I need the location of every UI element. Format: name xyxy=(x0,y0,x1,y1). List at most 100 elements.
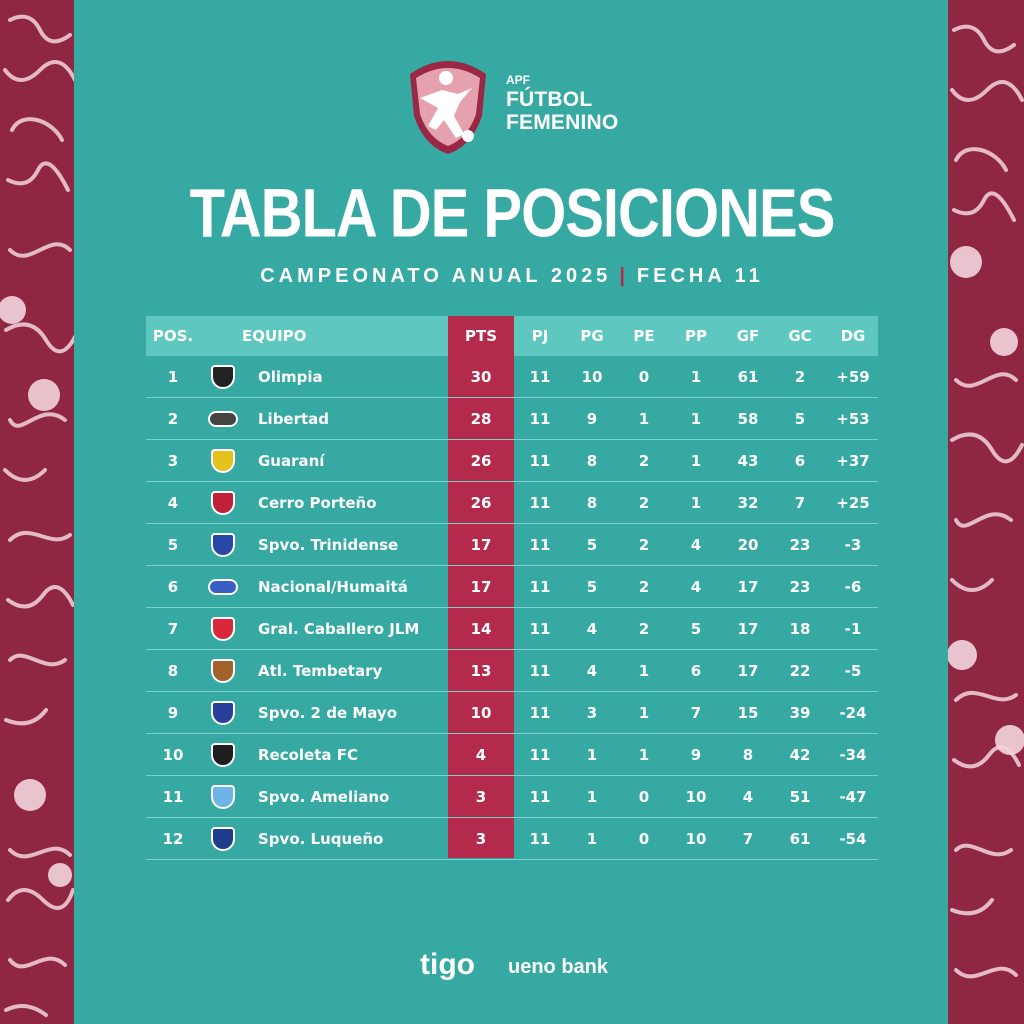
logo-futbol-text: FÚTBOL xyxy=(506,88,593,111)
team-name: Libertad xyxy=(258,409,330,428)
team-crest-cell xyxy=(208,650,238,691)
stat-gf: 43 xyxy=(737,451,759,470)
stat-pj: 11 xyxy=(529,829,551,848)
stat-gc: 61 xyxy=(789,829,811,848)
stat-pts: 28 xyxy=(470,409,492,428)
stat-pe: 1 xyxy=(638,661,650,680)
stat-gf: 8 xyxy=(742,745,754,764)
header-gf: GF xyxy=(736,327,760,345)
stat-pg: 4 xyxy=(586,661,598,680)
table-row: 11 Spvo. Ameliano 3 11 1 0 10 4 51 -47 xyxy=(146,776,878,818)
stat-gc: 51 xyxy=(789,787,811,806)
stat-pe: 2 xyxy=(638,493,650,512)
stat-pp: 9 xyxy=(690,745,702,764)
stat-dg: -54 xyxy=(839,829,867,848)
stat-pg: 3 xyxy=(586,703,598,722)
stat-pe: 1 xyxy=(638,745,650,764)
team-crest-cell xyxy=(208,692,238,733)
stat-pp: 5 xyxy=(690,619,702,638)
team-name: Spvo. Luqueño xyxy=(258,829,384,848)
header-dg: DG xyxy=(840,327,866,345)
stat-pj: 11 xyxy=(529,661,551,680)
team-name: Atl. Tembetary xyxy=(258,661,383,680)
stat-pe: 0 xyxy=(638,367,650,386)
stat-pj: 11 xyxy=(529,493,551,512)
row-position: 11 xyxy=(162,787,184,806)
subtitle-round: FECHA 11 xyxy=(636,265,764,287)
standings-table: POS. EQUIPO PTS PJ PG PE PP GF GC DG 1 Ol… xyxy=(146,316,878,860)
stat-dg: +37 xyxy=(836,451,870,470)
stat-pg: 10 xyxy=(581,367,603,386)
stat-pe: 2 xyxy=(638,619,650,638)
trinidense-crest-icon xyxy=(211,532,235,557)
header-pj: PJ xyxy=(531,327,549,345)
row-position: 5 xyxy=(167,535,179,554)
table-row: 10 Recoleta FC 4 11 1 1 9 8 42 -34 xyxy=(146,734,878,776)
stat-dg: +53 xyxy=(836,409,870,428)
subtitle-separator: | xyxy=(619,265,629,287)
stat-gc: 7 xyxy=(794,493,806,512)
stat-pts: 30 xyxy=(470,367,492,386)
header-pe: PE xyxy=(633,327,655,345)
row-position: 6 xyxy=(167,577,179,596)
row-position: 7 xyxy=(167,619,179,638)
stat-gc: 23 xyxy=(789,535,811,554)
row-position: 2 xyxy=(167,409,179,428)
subtitle-championship: CAMPEONATO ANUAL 2025 xyxy=(260,265,612,287)
ameliano-crest-icon xyxy=(211,784,235,809)
stat-gc: 42 xyxy=(789,745,811,764)
table-row: 5 Spvo. Trinidense 17 11 5 2 4 20 23 -3 xyxy=(146,524,878,566)
cerro-porteno-crest-icon xyxy=(211,490,235,515)
stat-pj: 11 xyxy=(529,451,551,470)
stat-gf: 17 xyxy=(737,577,759,596)
stat-gf: 61 xyxy=(737,367,759,386)
stat-gf: 20 xyxy=(737,535,759,554)
stat-dg: +59 xyxy=(836,367,870,386)
stat-pg: 9 xyxy=(586,409,598,428)
stat-pg: 1 xyxy=(586,745,598,764)
stat-pg: 5 xyxy=(586,535,598,554)
stat-gf: 17 xyxy=(737,661,759,680)
header-gc: GC xyxy=(788,327,812,345)
stat-pe: 0 xyxy=(638,829,650,848)
stat-dg: -24 xyxy=(839,703,867,722)
stat-gf: 17 xyxy=(737,619,759,638)
team-name: Spvo. Ameliano xyxy=(258,787,390,806)
stat-pj: 11 xyxy=(529,367,551,386)
logo-shield-icon xyxy=(410,61,486,154)
table-header: POS. EQUIPO PTS PJ PG PE PP GF GC DG xyxy=(146,316,878,356)
stat-gc: 2 xyxy=(794,367,806,386)
stat-pp: 10 xyxy=(685,829,707,848)
stat-gf: 15 xyxy=(737,703,759,722)
right-pattern-decoration xyxy=(948,0,1024,1024)
header-pg: PG xyxy=(580,327,604,345)
table-row: 4 Cerro Porteño 26 11 8 2 1 32 7 +25 xyxy=(146,482,878,524)
stat-dg: -1 xyxy=(844,619,862,638)
caballero-crest-icon xyxy=(211,616,235,641)
stat-pts: 4 xyxy=(475,745,487,764)
nacional-humaita-crest-icon xyxy=(208,578,238,595)
table-row: 9 Spvo. 2 de Mayo 10 11 3 1 7 15 39 -24 xyxy=(146,692,878,734)
stat-pts: 26 xyxy=(470,493,492,512)
stat-pg: 1 xyxy=(586,787,598,806)
header-team: EQUIPO xyxy=(242,327,307,345)
stat-pts: 3 xyxy=(475,829,487,848)
logo-apf-text: APF xyxy=(506,73,530,87)
row-position: 8 xyxy=(167,661,179,680)
stat-gc: 23 xyxy=(789,577,811,596)
table-row: 12 Spvo. Luqueño 3 11 1 0 10 7 61 -54 xyxy=(146,818,878,860)
stat-pj: 11 xyxy=(529,703,551,722)
stat-pts: 17 xyxy=(470,535,492,554)
team-name: Recoleta FC xyxy=(258,745,359,764)
row-position: 10 xyxy=(162,745,184,764)
team-crest-cell xyxy=(208,776,238,817)
team-name: Gral. Caballero JLM xyxy=(258,619,420,638)
stat-pp: 7 xyxy=(690,703,702,722)
stat-pe: 2 xyxy=(638,535,650,554)
table-row: 1 Olimpia 30 11 10 0 1 61 2 +59 xyxy=(146,356,878,398)
stat-pp: 4 xyxy=(690,577,702,596)
team-crest-cell xyxy=(208,356,238,397)
team-name: Guaraní xyxy=(258,451,325,470)
guarani-crest-icon xyxy=(211,448,235,473)
